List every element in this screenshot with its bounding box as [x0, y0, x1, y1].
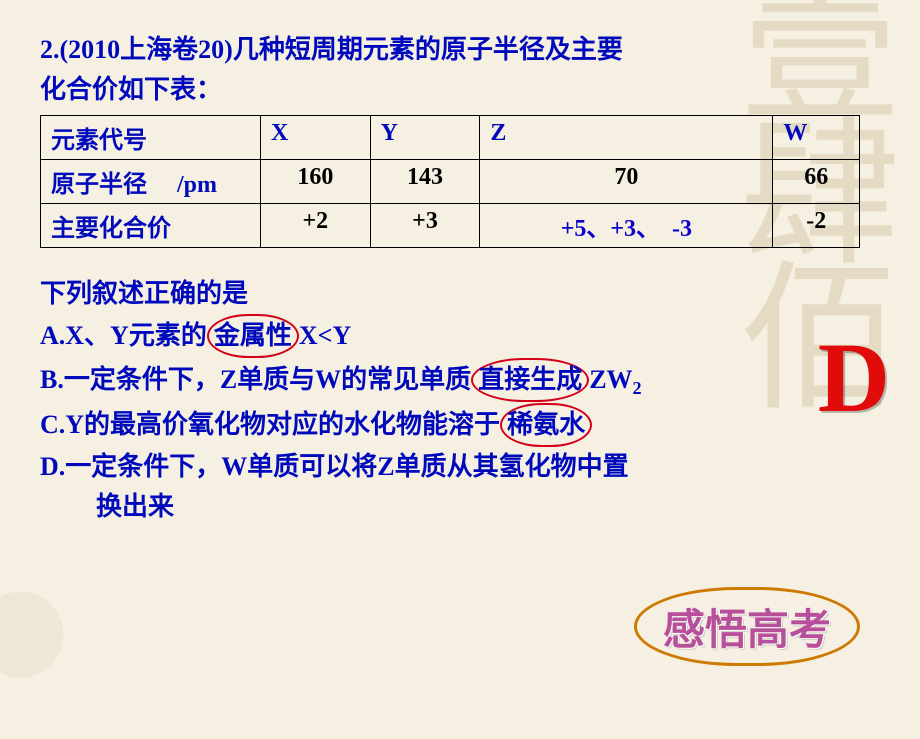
- table-row: 元素代号 X Y Z W: [41, 115, 860, 159]
- opt-B-prefix: B.: [40, 365, 64, 394]
- row2-label: 原子半径 /pm: [41, 159, 261, 203]
- row1-label: 元素代号: [41, 115, 261, 159]
- opt-D-wrap: 换出来: [40, 487, 880, 527]
- opt-A-prefix: A.: [40, 321, 65, 350]
- answer-letter: D: [818, 320, 890, 435]
- opt-C-prefix: C.: [40, 410, 65, 439]
- col-Z: Z: [480, 115, 773, 159]
- col-Y: Y: [370, 115, 480, 159]
- row3-label: 主要化合价: [41, 203, 261, 247]
- opt-B-sub: 2: [633, 378, 642, 398]
- col-X: X: [261, 115, 371, 159]
- opt-A-circled: 金属性: [207, 314, 299, 358]
- option-B: B.一定条件下，Z单质与W的常见单质直接生成ZW2: [40, 358, 880, 402]
- stamp-label: 感悟高考: [634, 587, 860, 666]
- question-number: 2.(2010上海卷20): [40, 35, 233, 64]
- opt-B-t2: ZW: [589, 365, 632, 394]
- opt-D-t1: 一定条件下，W单质可以将Z单质从其氢化物中置: [65, 452, 628, 481]
- opt-A-t1: X、Y元素的: [65, 321, 207, 350]
- question-stem-1: 几种短周期元素的原子半径及主要: [233, 35, 623, 64]
- opt-C-t1: Y的最高价氧化物对应的水化物能溶于: [65, 410, 500, 439]
- radius-Z: 70: [480, 159, 773, 203]
- option-D: D.一定条件下，W单质可以将Z单质从其氢化物中置 换出来: [40, 447, 880, 528]
- valence-Y: +3: [370, 203, 480, 247]
- opt-B-t1: 一定条件下，Z单质与W的常见单质: [64, 365, 471, 394]
- valence-Z: +5、+3、 -3: [480, 203, 773, 247]
- col-W: W: [773, 115, 860, 159]
- valence-W: -2: [773, 203, 860, 247]
- data-table: 元素代号 X Y Z W 原子半径 /pm 160 143 70 66 主要化合…: [40, 115, 860, 248]
- slide-content: 2.(2010上海卷20)几种短周期元素的原子半径及主要 化合价如下表： 元素代…: [0, 0, 920, 547]
- radius-Y: 143: [370, 159, 480, 203]
- radius-W: 66: [773, 159, 860, 203]
- question-line1: 2.(2010上海卷20)几种短周期元素的原子半径及主要: [40, 30, 880, 70]
- valence-X: +2: [261, 203, 371, 247]
- question-line2: 化合价如下表：: [40, 70, 880, 110]
- table-row: 原子半径 /pm 160 143 70 66: [41, 159, 860, 203]
- option-C: C.Y的最高价氧化物对应的水化物能溶于稀氨水: [40, 403, 880, 447]
- table-row: 主要化合价 +2 +3 +5、+3、 -3 -2: [41, 203, 860, 247]
- radius-X: 160: [261, 159, 371, 203]
- opt-C-circled: 稀氨水: [500, 403, 592, 447]
- prompt: 下列叙述正确的是: [40, 274, 880, 314]
- opt-A-t2: X<Y: [299, 321, 351, 350]
- opt-D-prefix: D.: [40, 452, 65, 481]
- options-block: 下列叙述正确的是 A.X、Y元素的金属性X<Y B.一定条件下，Z单质与W的常见…: [40, 274, 880, 528]
- opt-B-circled: 直接生成: [471, 358, 589, 402]
- option-A: A.X、Y元素的金属性X<Y: [40, 314, 880, 358]
